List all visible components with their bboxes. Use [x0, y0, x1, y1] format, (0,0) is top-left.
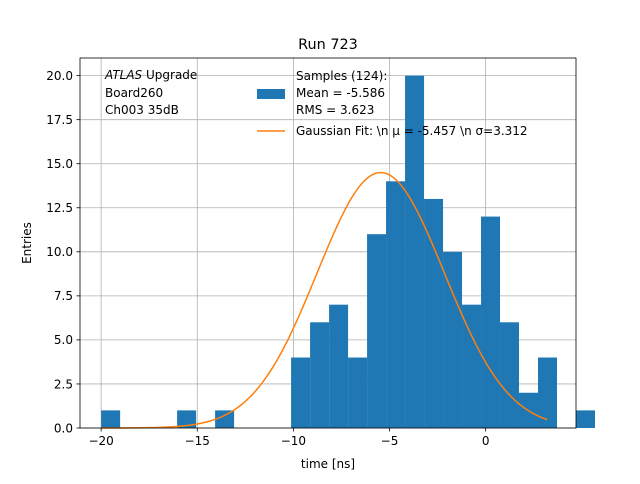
- y-tick-label: 20.0: [46, 69, 73, 83]
- x-tick-label: −20: [88, 434, 113, 448]
- histogram-bar: [367, 234, 387, 428]
- histogram-bar: [443, 251, 463, 428]
- histogram-bars: [101, 75, 595, 428]
- histogram-bar: [177, 410, 197, 428]
- y-tick-label: 5.0: [54, 333, 73, 347]
- y-tick-label: 15.0: [46, 157, 73, 171]
- x-tick-label: 0: [482, 434, 490, 448]
- x-tick-label: −10: [281, 434, 306, 448]
- histogram-bar: [215, 410, 235, 428]
- y-tick-label: 2.5: [54, 377, 73, 391]
- legend: Samples (124): Mean = -5.586 RMS = 3.623…: [257, 69, 528, 138]
- x-axis-label: time [ns]: [301, 457, 355, 471]
- chart-title: Run 723: [298, 37, 358, 53]
- y-tick-label: 12.5: [46, 201, 73, 215]
- y-tick-label: 7.5: [54, 289, 73, 303]
- x-tick-label: −15: [185, 434, 210, 448]
- y-tick-label: 17.5: [46, 113, 73, 127]
- histogram-bar: [348, 357, 368, 428]
- histogram-bar: [386, 181, 406, 428]
- gaussian-fit-line: [101, 171, 548, 429]
- legend-histogram-line-3: RMS = 3.623: [296, 103, 374, 117]
- y-axis-label: Entries: [20, 222, 34, 264]
- histogram-bar: [101, 410, 121, 428]
- histogram-bar: [310, 322, 330, 428]
- annotation-upgrade: Upgrade: [142, 68, 197, 82]
- annotation-line-2: Board260: [105, 86, 163, 100]
- histogram-bar: [424, 198, 444, 428]
- plot-frame: [79, 57, 577, 429]
- annotation-line-1: ATLAS Upgrade: [104, 68, 197, 82]
- fit-curve-group: [101, 171, 548, 429]
- x-axis-ticks: −20 −15 −10 −5 0: [88, 428, 489, 448]
- annotation: ATLAS Upgrade Board260 Ch003 35dB: [104, 68, 197, 117]
- legend-histogram-line-1: Samples (124):: [296, 69, 387, 83]
- annotation-atlas: ATLAS: [104, 68, 143, 82]
- histogram-bar: [481, 216, 501, 428]
- legend-fit-label: Gaussian Fit: \n μ = -5.457 \n σ=3.312: [296, 124, 528, 138]
- histogram-bar: [538, 357, 558, 428]
- histogram-bar: [462, 304, 482, 428]
- y-tick-label: 0.0: [54, 421, 73, 435]
- x-tick-label: −5: [381, 434, 399, 448]
- histogram-bar: [405, 75, 425, 428]
- legend-histogram-swatch: [257, 89, 285, 99]
- histogram-bar: [291, 357, 311, 428]
- histogram-bar: [329, 304, 349, 428]
- histogram-bar: [576, 410, 595, 428]
- legend-histogram-line-2: Mean = -5.586: [296, 86, 385, 100]
- annotation-line-3: Ch003 35dB: [105, 103, 179, 117]
- y-axis-ticks: 0.0 2.5 5.0 7.5 10.0 12.5 15.0 17.5 20.0: [46, 69, 80, 435]
- y-tick-label: 10.0: [46, 245, 73, 259]
- histogram-bar: [500, 322, 520, 428]
